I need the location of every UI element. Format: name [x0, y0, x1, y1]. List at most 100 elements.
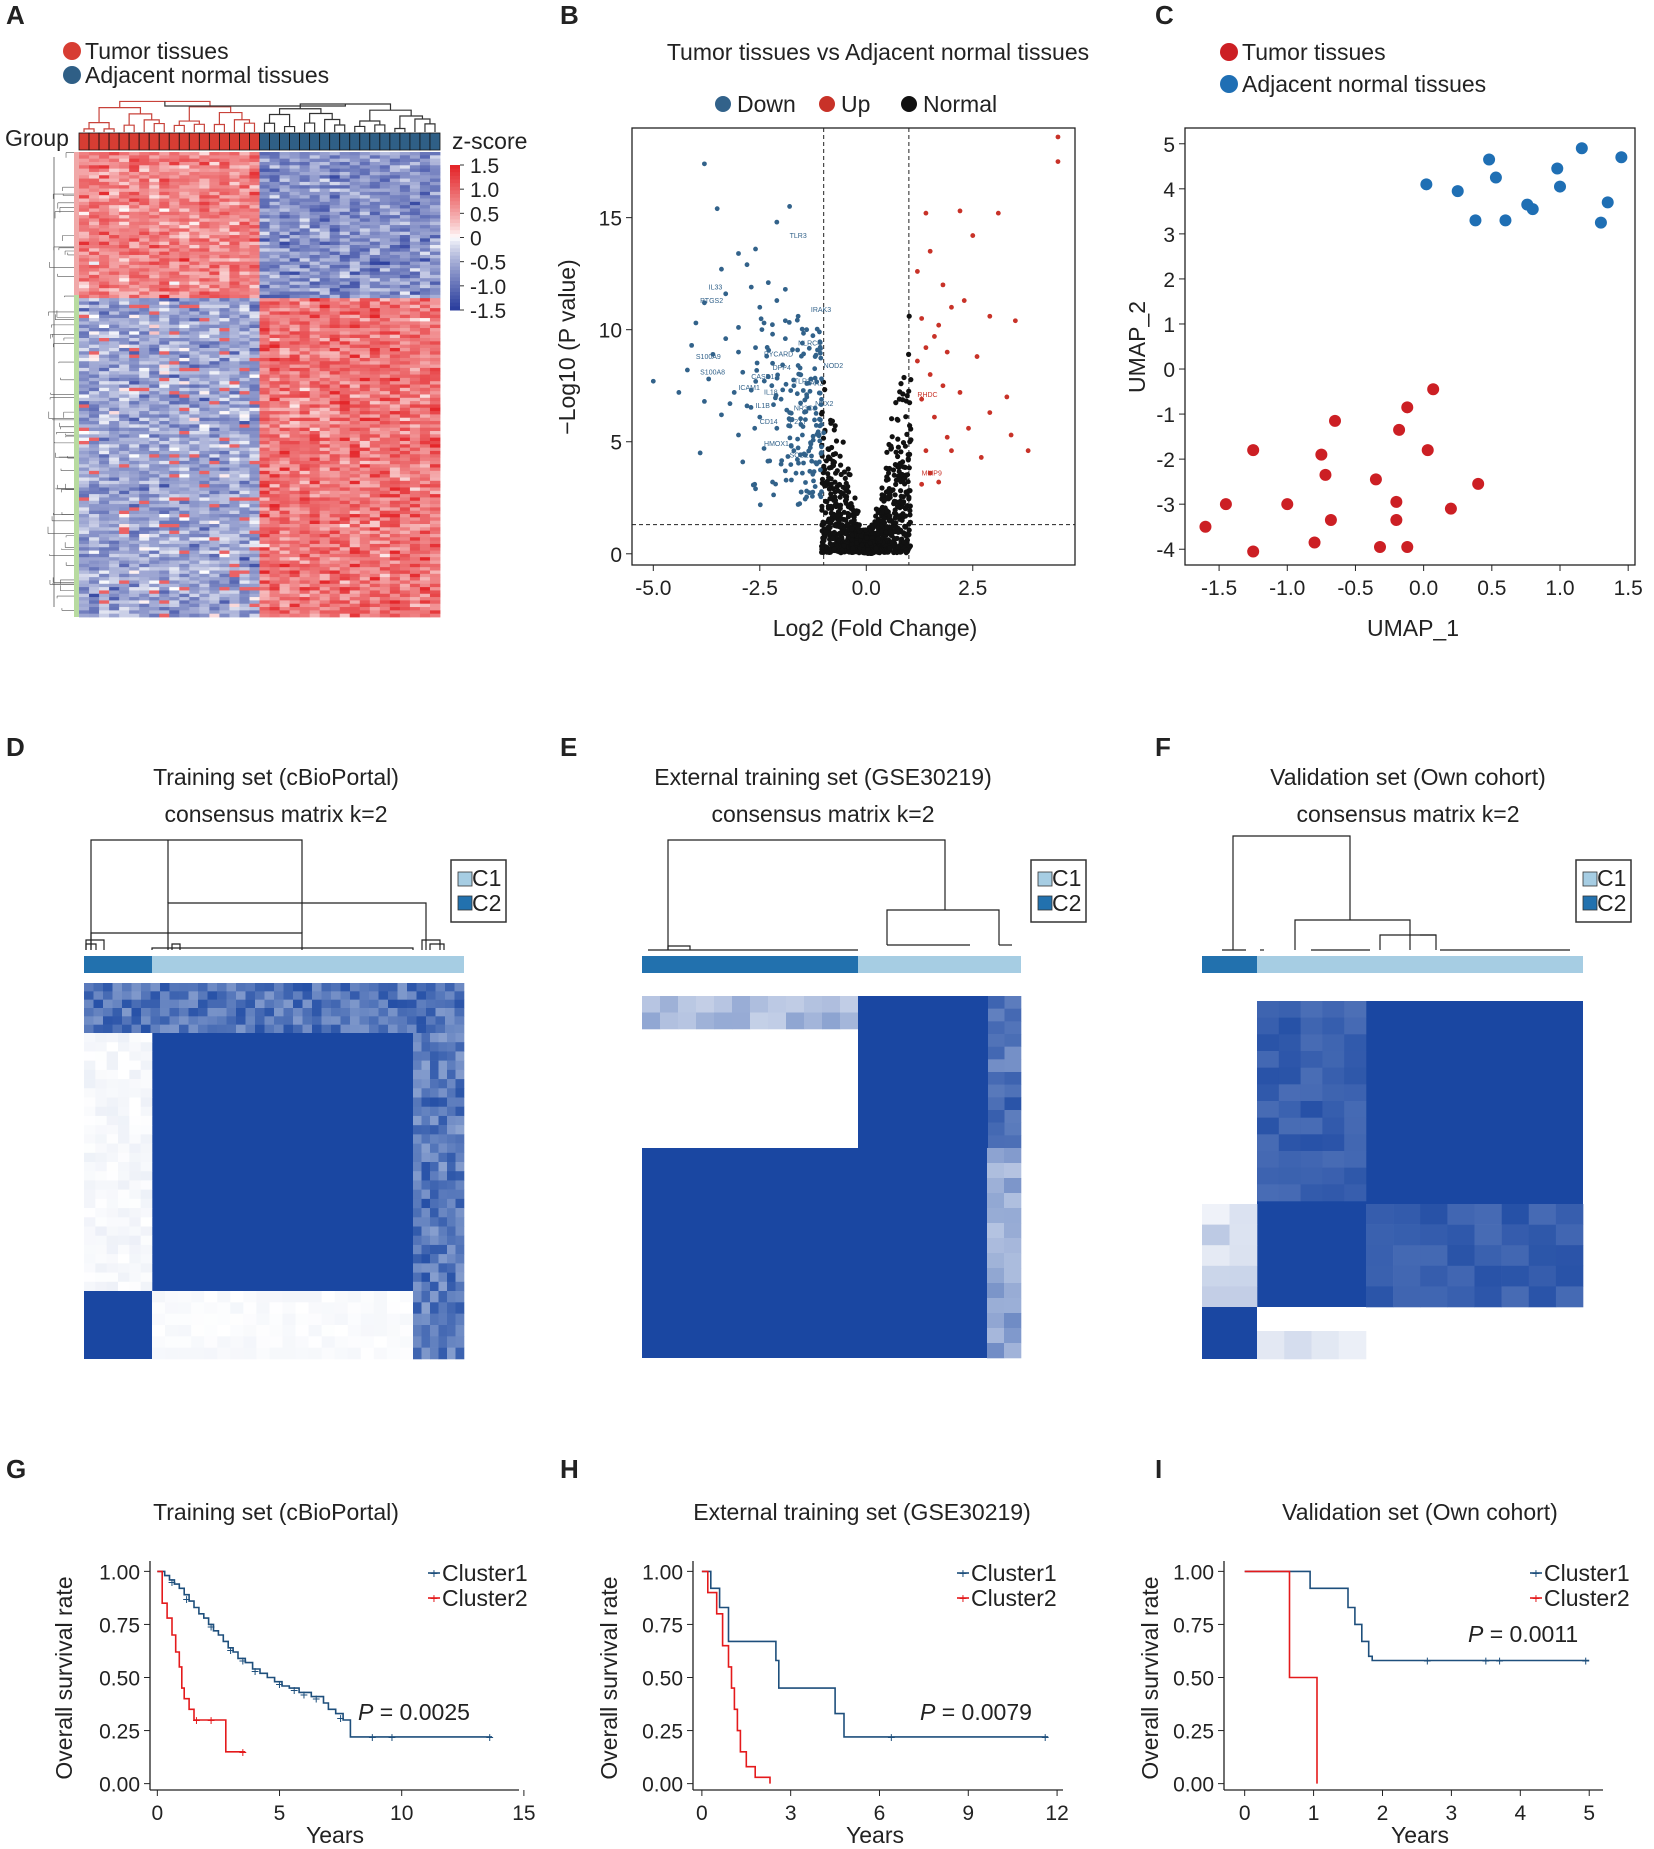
heatmap-cell — [209, 308, 220, 312]
heatmap-cell — [389, 563, 401, 568]
heatmap-cell — [299, 480, 311, 485]
heatmap-cell — [289, 331, 301, 336]
heatmap-cell — [209, 394, 220, 399]
heatmap-cell — [339, 467, 351, 472]
heatmap-cell — [389, 391, 401, 395]
heatmap-cell — [419, 384, 431, 389]
heatmap-cell — [129, 421, 140, 425]
heatmap-cell — [219, 421, 230, 425]
heatmap-cell — [299, 374, 311, 379]
heatmap-cell — [429, 171, 441, 176]
heatmap-cell — [209, 201, 220, 206]
heatmap-cell — [289, 460, 301, 465]
heatmap-cell — [99, 215, 110, 219]
heatmap-cell — [229, 341, 240, 346]
heatmap-cell — [79, 175, 90, 179]
heatmap-cell — [249, 577, 260, 581]
heatmap-cell — [299, 407, 311, 412]
heatmap-cell — [299, 152, 311, 156]
heatmap-cell — [319, 264, 331, 269]
heatmap-cell — [219, 504, 230, 508]
heatmap-cell — [359, 361, 371, 365]
heatmap-cell — [89, 494, 100, 498]
heatmap-cell — [379, 331, 391, 336]
heatmap-cell — [229, 245, 240, 249]
heatmap-cell — [369, 530, 381, 535]
heatmap-cell — [419, 341, 431, 346]
heatmap-cell — [259, 543, 270, 548]
heatmap-cell — [279, 281, 290, 286]
heatmap-cell — [109, 165, 120, 170]
heatmap-cell — [269, 251, 280, 256]
heatmap-cell — [279, 494, 290, 498]
heatmap-cell — [159, 394, 170, 399]
heatmap-cell — [429, 387, 441, 392]
heatmap-cell — [369, 318, 381, 322]
heatmap-cell — [429, 431, 441, 435]
heatmap-cell — [299, 547, 311, 551]
heatmap-cell — [179, 271, 190, 276]
heatmap-cell — [289, 467, 301, 472]
heatmap-cell — [79, 414, 90, 419]
heatmap-cell — [199, 181, 210, 186]
heatmap-cell — [399, 507, 411, 512]
heatmap-cell — [179, 580, 190, 585]
heatmap-cell — [149, 517, 160, 522]
heatmap-cell — [429, 450, 441, 455]
heatmap-cell — [399, 500, 411, 505]
heatmap-cell — [329, 434, 341, 439]
heatmap-cell — [369, 537, 381, 542]
heatmap-cell — [99, 587, 110, 591]
heatmap-cell — [159, 221, 170, 226]
heatmap-cell — [179, 291, 190, 296]
row-branch — [67, 252, 74, 256]
heatmap-cell — [259, 547, 270, 551]
heatmap-cell — [349, 274, 361, 279]
heatmap-cell — [129, 414, 140, 419]
heatmap-cell — [319, 271, 331, 276]
heatmap-cell — [119, 357, 130, 362]
heatmap-cell — [219, 593, 230, 598]
heatmap-cell — [329, 573, 341, 578]
heatmap-cell — [219, 228, 230, 233]
heatmap-cell — [419, 394, 431, 399]
heatmap-cell — [199, 543, 210, 548]
heatmap-cell — [219, 597, 230, 601]
heatmap-cell — [89, 437, 100, 442]
heatmap-cell — [349, 381, 361, 385]
heatmap-cell — [359, 550, 371, 555]
heatmap-cell — [429, 550, 441, 555]
heatmap-cell — [359, 464, 371, 468]
heatmap-cell — [169, 298, 180, 302]
heatmap-cell — [329, 338, 341, 342]
heatmap-cell — [209, 437, 220, 442]
heatmap-cell — [289, 208, 301, 213]
heatmap-cell — [359, 198, 371, 203]
heatmap-cell — [309, 470, 321, 475]
heatmap-cell — [209, 324, 220, 329]
heatmap-cell — [319, 374, 331, 379]
heatmap-cell — [109, 198, 120, 203]
heatmap-cell — [409, 201, 421, 206]
heatmap-cell — [379, 188, 391, 193]
heatmap-cell — [399, 258, 411, 263]
heatmap-cell — [109, 517, 120, 522]
heatmap-cell — [379, 371, 391, 375]
heatmap-cell — [329, 507, 341, 512]
heatmap-cell — [299, 457, 311, 462]
heatmap-cell — [289, 271, 301, 276]
heatmap-cell — [179, 245, 190, 249]
heatmap-cell — [369, 205, 381, 209]
heatmap-cell — [309, 480, 321, 485]
heatmap-cell — [409, 254, 421, 259]
heatmap-cell — [79, 185, 90, 189]
heatmap-cell — [189, 460, 200, 465]
heatmap-cell — [359, 271, 371, 276]
heatmap-cell — [239, 533, 250, 538]
heatmap-cell — [319, 215, 331, 219]
heatmap-cell — [429, 374, 441, 379]
heatmap-cell — [229, 550, 240, 555]
heatmap-cell — [219, 467, 230, 472]
heatmap-cell — [109, 510, 120, 515]
heatmap-cell — [339, 447, 351, 452]
